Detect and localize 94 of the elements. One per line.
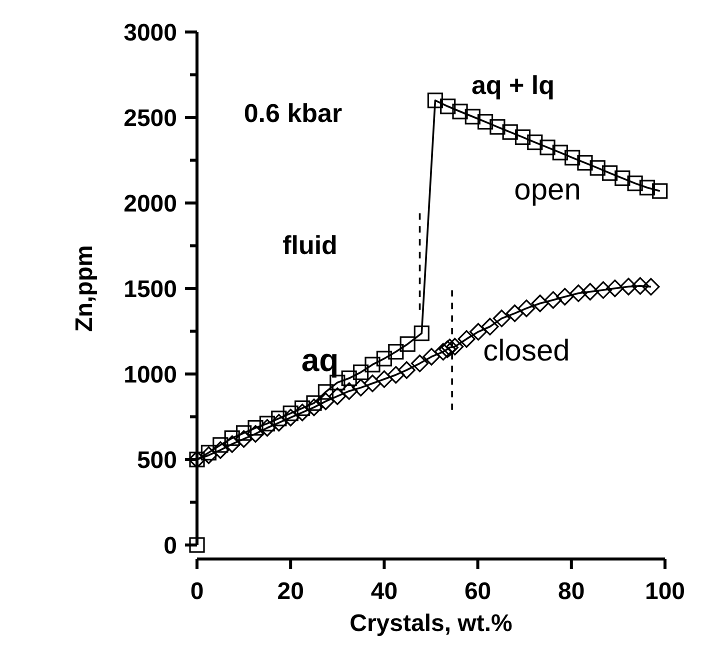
point — [414, 326, 430, 342]
annotation: fluid — [282, 230, 338, 260]
point — [422, 348, 440, 366]
point — [518, 300, 536, 318]
point — [376, 350, 392, 366]
point — [340, 382, 358, 400]
point — [556, 288, 574, 306]
x-tick-label: 20 — [277, 578, 304, 605]
y-tick-label: 3000 — [124, 19, 177, 46]
x-tick-label: 60 — [464, 578, 492, 605]
point — [631, 277, 649, 295]
point — [540, 140, 556, 156]
point — [305, 398, 323, 416]
point — [464, 108, 480, 124]
x-tick-label: 0 — [190, 578, 204, 605]
y-tick-label: 1500 — [124, 276, 177, 303]
point — [506, 304, 524, 322]
point — [271, 410, 287, 426]
point — [200, 446, 218, 464]
x-tick-label: 100 — [644, 578, 686, 605]
point — [642, 278, 660, 296]
point — [502, 124, 518, 140]
point — [400, 336, 416, 352]
point — [514, 129, 531, 145]
point — [594, 281, 612, 299]
annotation: aq + lq — [471, 70, 555, 100]
point — [577, 155, 593, 171]
point — [189, 537, 205, 553]
annotation: aq — [301, 342, 339, 378]
point — [328, 387, 346, 406]
point — [259, 416, 275, 432]
point — [341, 370, 357, 386]
series-label: closed — [483, 334, 570, 368]
point — [294, 400, 310, 416]
point — [552, 144, 568, 160]
point — [398, 361, 416, 379]
point — [318, 384, 334, 400]
y-tick-label: 2000 — [124, 190, 177, 218]
point — [364, 356, 380, 372]
point — [481, 318, 499, 336]
point — [352, 378, 370, 396]
point — [353, 364, 369, 380]
point — [282, 406, 298, 422]
point — [590, 160, 606, 176]
point — [316, 392, 334, 410]
y-tick-label: 0 — [164, 532, 177, 560]
point — [410, 354, 429, 372]
point — [639, 180, 656, 196]
series-label: open — [514, 173, 581, 206]
point — [564, 150, 580, 166]
y-tick-label: 500 — [136, 446, 177, 474]
point — [527, 134, 543, 150]
point — [248, 420, 264, 436]
point — [477, 114, 494, 130]
point — [446, 338, 464, 356]
point — [212, 437, 228, 453]
point — [434, 342, 452, 361]
x-axis-title: Crystals, wt.% — [350, 610, 512, 637]
point — [531, 294, 549, 312]
point — [200, 444, 216, 460]
point — [427, 92, 444, 108]
point — [306, 395, 322, 411]
point — [602, 165, 618, 181]
point — [236, 425, 252, 441]
point — [258, 419, 276, 437]
point — [387, 366, 405, 384]
point — [606, 280, 624, 298]
point — [364, 374, 382, 392]
point — [492, 310, 510, 328]
y-tick-label: 2500 — [124, 104, 177, 132]
annotation: 0.6 kbar — [244, 98, 342, 128]
point — [652, 183, 668, 199]
y-axis-title: Zn,ppm — [71, 245, 98, 332]
point — [544, 291, 562, 309]
point — [490, 119, 506, 135]
point — [620, 278, 638, 296]
point — [452, 104, 468, 120]
point — [224, 430, 240, 446]
point — [212, 441, 230, 459]
x-tick-label: 40 — [370, 578, 398, 605]
point — [235, 430, 253, 448]
x-tick-label: 80 — [558, 578, 585, 605]
point — [223, 435, 241, 453]
point — [388, 344, 404, 360]
y-tick-label: 1000 — [124, 361, 177, 388]
point — [570, 284, 588, 302]
point — [440, 98, 456, 114]
point — [458, 330, 476, 348]
point — [246, 425, 264, 443]
point — [627, 176, 643, 192]
point — [614, 170, 630, 186]
point — [270, 414, 288, 432]
point — [581, 282, 599, 301]
point — [375, 370, 393, 388]
